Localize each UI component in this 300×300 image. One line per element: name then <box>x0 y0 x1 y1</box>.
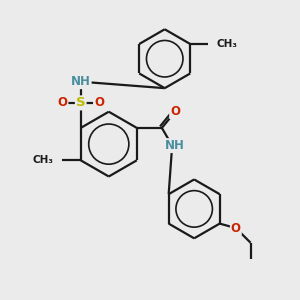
Text: CH₃: CH₃ <box>216 39 237 49</box>
Text: CH₃: CH₃ <box>32 155 53 165</box>
Text: O: O <box>58 96 68 110</box>
Text: NH: NH <box>165 139 184 152</box>
Text: O: O <box>231 221 241 235</box>
Text: NH: NH <box>71 75 91 88</box>
Text: O: O <box>170 105 180 118</box>
Text: S: S <box>76 96 86 110</box>
Text: O: O <box>94 96 104 110</box>
